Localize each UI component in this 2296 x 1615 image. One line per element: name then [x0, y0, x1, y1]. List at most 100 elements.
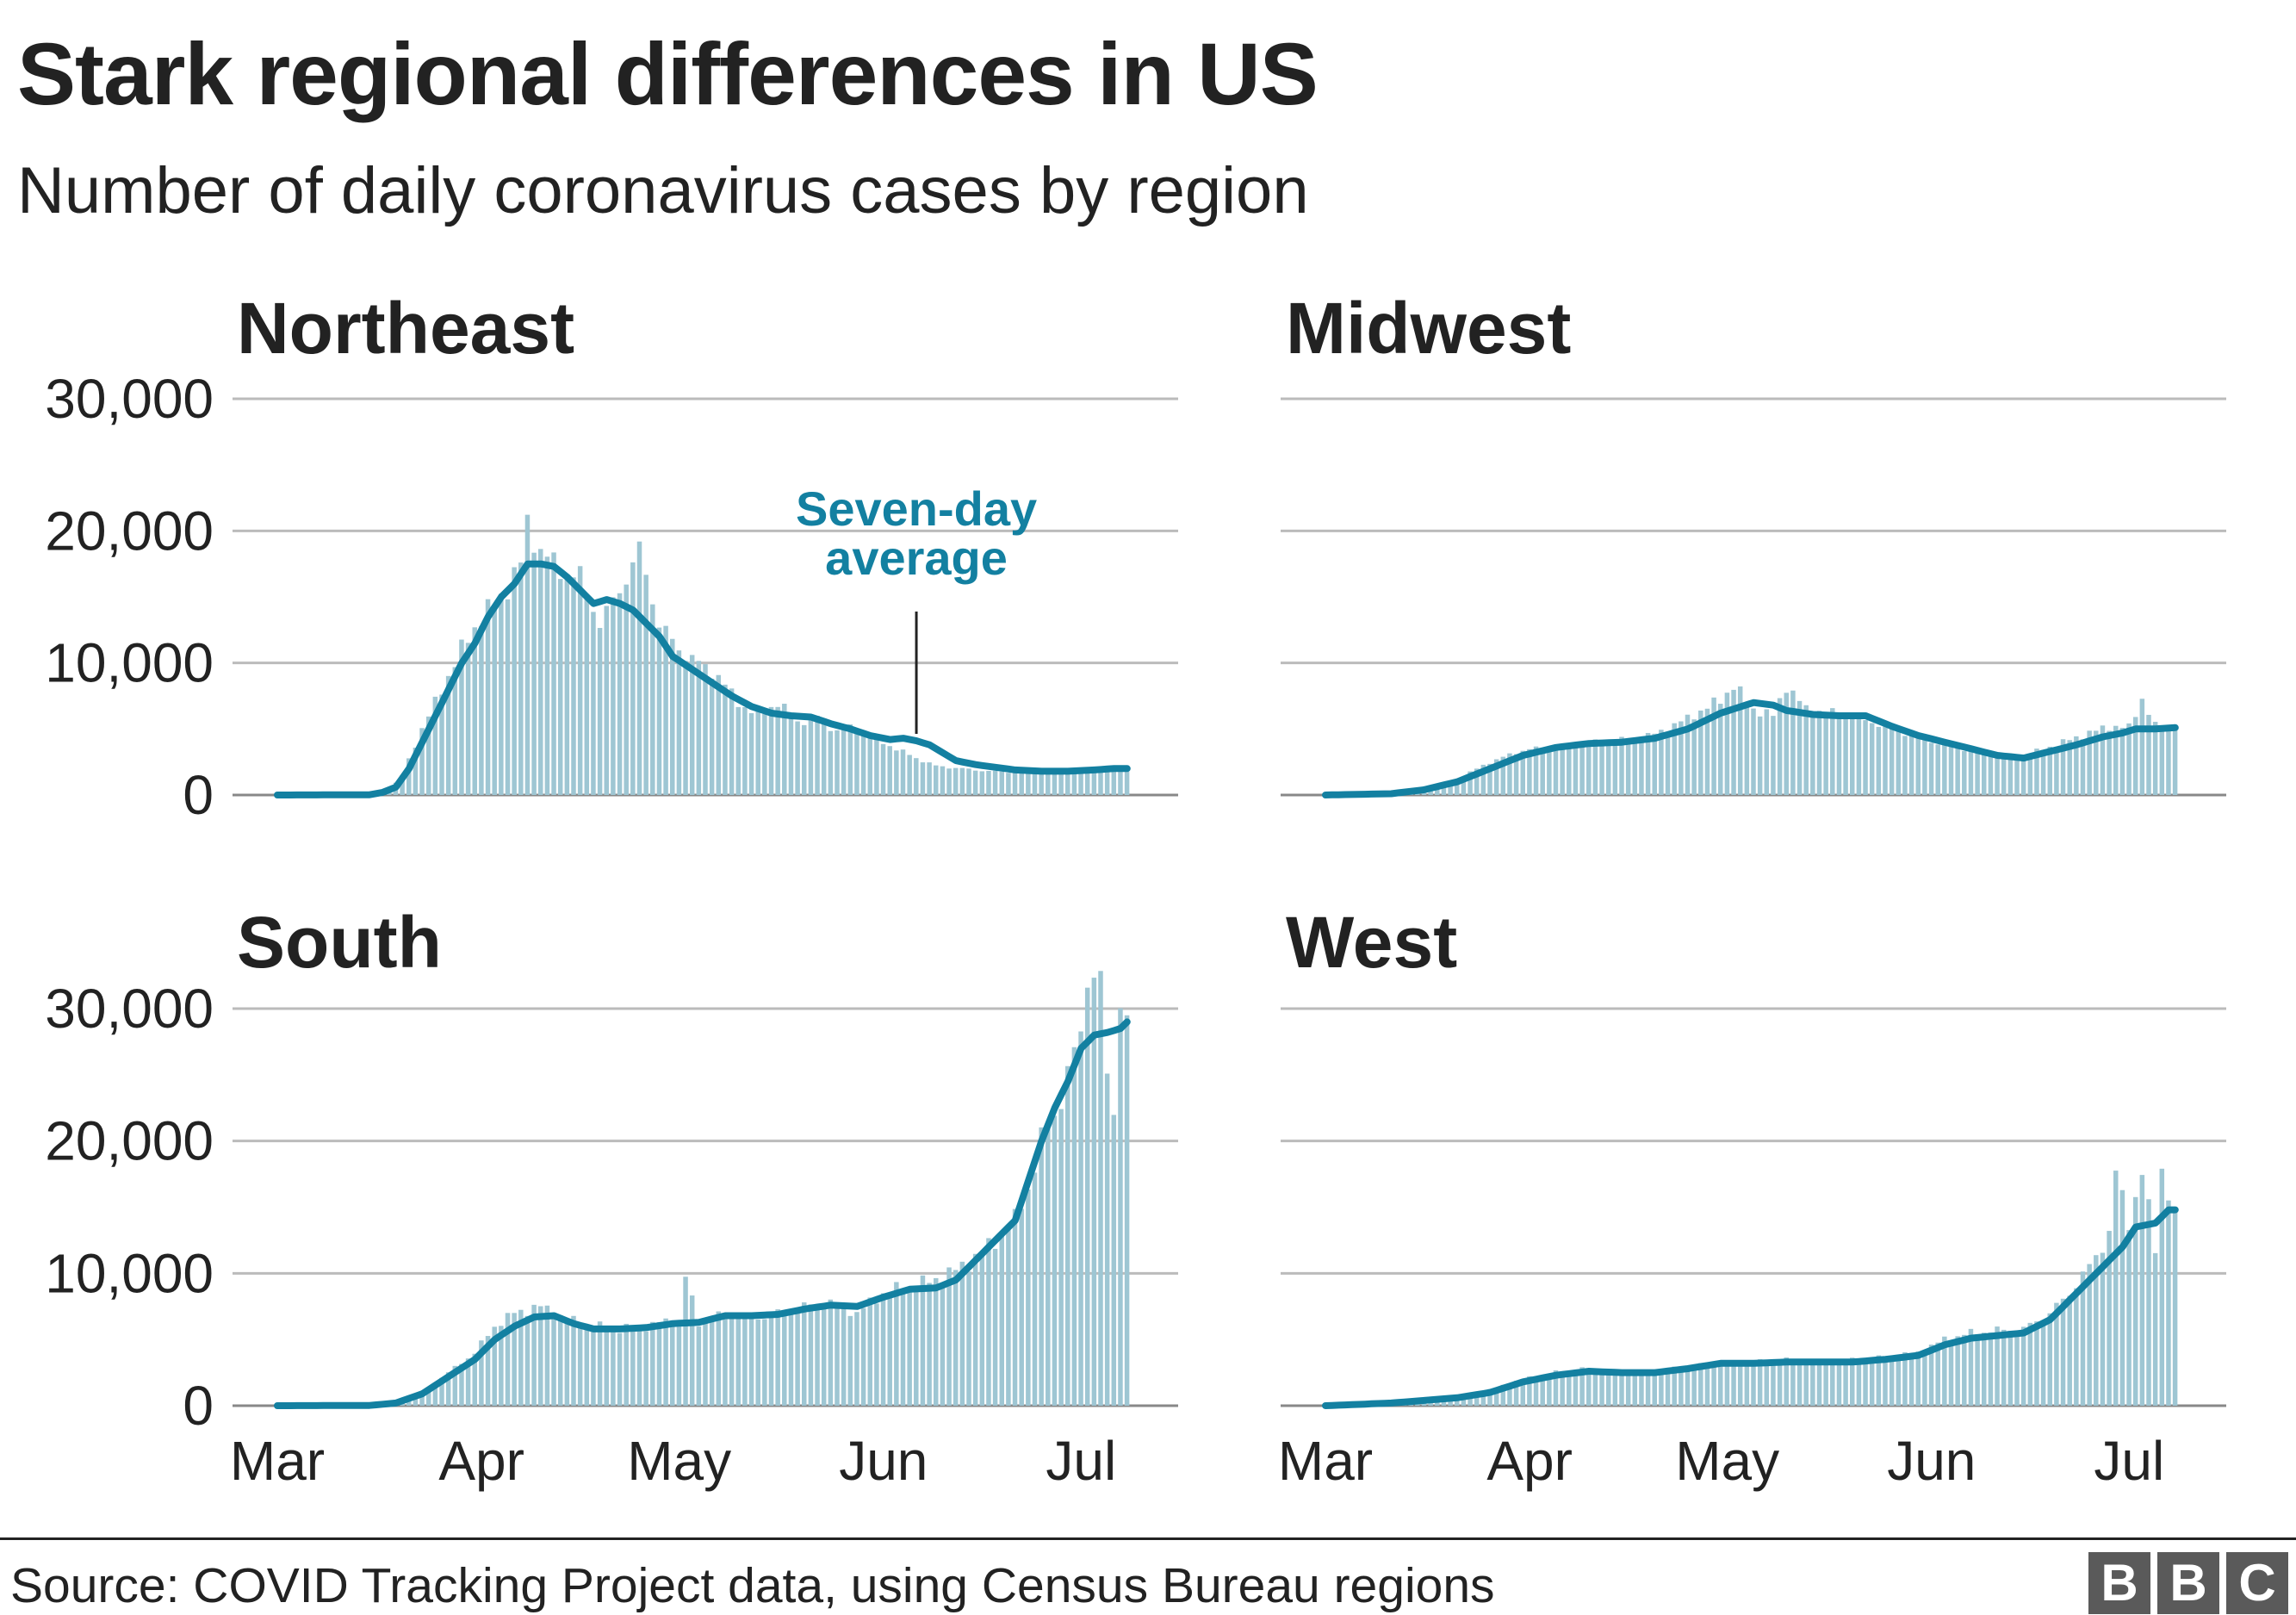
x-tick-label: Mar	[1278, 1430, 1373, 1492]
bar	[1968, 749, 1974, 795]
bar	[630, 562, 636, 795]
bar	[1810, 714, 1815, 795]
bar	[1448, 780, 1453, 795]
bar	[1632, 1371, 1638, 1406]
bars	[281, 971, 1130, 1406]
bar	[1084, 987, 1090, 1406]
panel-northeast: Northeast 0 10,000 20,000 30,000 Seven-dayave…	[45, 288, 1178, 826]
bar	[2172, 727, 2178, 795]
bar	[636, 541, 642, 795]
bar	[1922, 739, 1927, 795]
bar	[696, 661, 702, 795]
bar	[2119, 1190, 2125, 1406]
bar	[1065, 1065, 1070, 1406]
bar	[828, 730, 834, 795]
bar	[828, 1299, 834, 1406]
annotation-label: average	[825, 531, 1008, 585]
bar	[755, 710, 760, 795]
bar	[821, 718, 827, 795]
bar	[1493, 1388, 1499, 1406]
bar	[557, 1314, 563, 1406]
bar	[617, 593, 623, 795]
bar	[1455, 779, 1460, 795]
bar	[835, 1303, 840, 1406]
bar	[1573, 1371, 1579, 1406]
bar	[841, 1305, 847, 1406]
bar	[2060, 1298, 2066, 1406]
bar	[2074, 1288, 2079, 1406]
bar	[927, 762, 932, 795]
bar	[544, 556, 550, 795]
bar	[551, 552, 556, 795]
bar	[1889, 1357, 1895, 1406]
bar	[1619, 1371, 1624, 1406]
bar	[1836, 716, 1842, 795]
bar	[1468, 771, 1473, 795]
bar	[1995, 755, 2000, 795]
bar	[1665, 731, 1671, 795]
bar	[1513, 754, 1519, 795]
bar	[775, 1309, 780, 1406]
bbc-logo-letter: B	[2088, 1552, 2150, 1614]
y-tick-label: 20,000	[45, 500, 214, 562]
bar	[1744, 703, 1750, 795]
bar	[867, 736, 872, 795]
bar	[723, 1313, 728, 1406]
bar	[860, 730, 866, 795]
bar	[2014, 757, 2020, 795]
bar	[1896, 1358, 1902, 1406]
bar	[1883, 724, 1888, 795]
bar	[472, 1353, 477, 1406]
bar	[1711, 697, 1716, 795]
bar	[1883, 1358, 1888, 1406]
bar	[643, 575, 648, 795]
bar	[670, 638, 675, 795]
bar	[742, 706, 748, 795]
bar	[1118, 1008, 1123, 1406]
bar	[1685, 1367, 1691, 1406]
bar	[999, 771, 1004, 795]
bar	[425, 1387, 431, 1406]
bar	[920, 1275, 926, 1406]
bar	[577, 1326, 583, 1406]
bar	[439, 694, 444, 795]
bar	[1625, 738, 1631, 795]
bar	[1111, 1115, 1117, 1406]
bar	[571, 577, 576, 795]
bar	[1046, 1127, 1051, 1406]
bar	[1902, 736, 1908, 795]
bar	[564, 1320, 570, 1406]
bar	[959, 767, 965, 795]
bar	[2047, 1313, 2052, 1406]
bar	[992, 1248, 998, 1406]
bar	[1869, 723, 1875, 795]
bar	[953, 767, 959, 795]
bar	[1652, 733, 1657, 795]
x-tick-label: May	[1675, 1430, 1779, 1492]
bar	[1032, 1172, 1038, 1406]
bar	[1058, 1109, 1064, 1406]
bars	[1329, 686, 2178, 795]
bar	[802, 724, 807, 795]
bar	[1744, 1363, 1750, 1406]
bar	[439, 1377, 444, 1406]
bar	[683, 661, 688, 795]
bar	[729, 688, 735, 795]
bar	[1704, 1362, 1710, 1406]
bar	[2034, 748, 2039, 795]
bar	[643, 1331, 648, 1406]
bar	[2020, 1326, 2026, 1406]
bar	[2152, 722, 2158, 795]
bar	[2027, 1322, 2033, 1406]
bar	[1632, 737, 1638, 795]
bar	[1567, 743, 1572, 795]
bar	[2007, 1331, 2014, 1406]
bar	[1757, 716, 1763, 795]
bar	[591, 1328, 596, 1406]
bar	[1111, 768, 1117, 795]
bar	[808, 1304, 814, 1406]
bar	[492, 604, 497, 795]
bar	[1645, 732, 1651, 795]
bar	[1078, 1031, 1083, 1406]
x-tick-label: Jul	[2094, 1430, 2164, 1492]
